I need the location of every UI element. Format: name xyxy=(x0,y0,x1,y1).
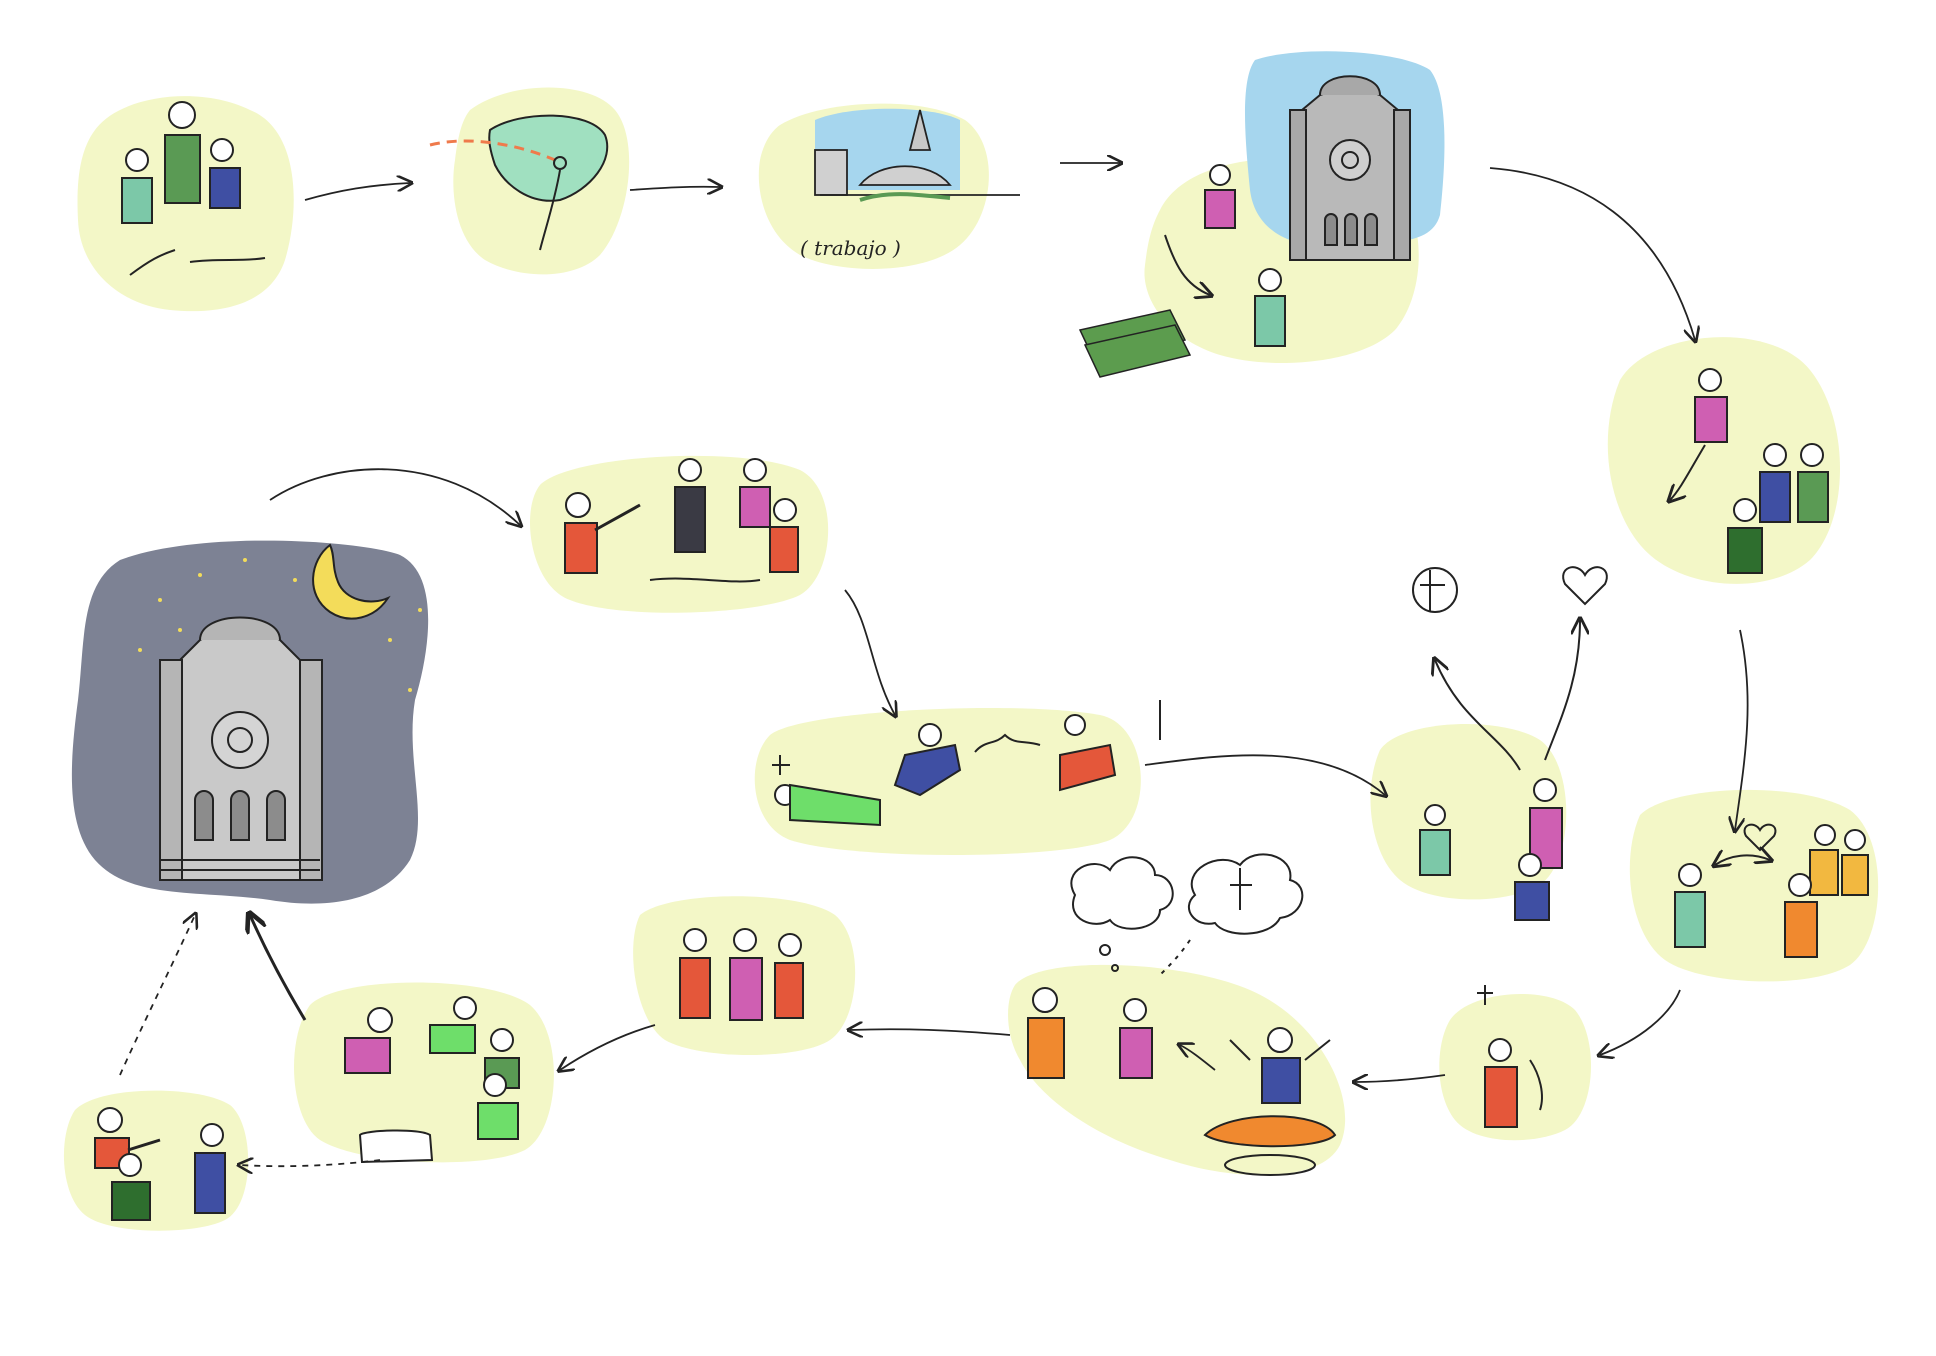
city-caption: ( trabajo ) xyxy=(800,236,901,260)
mourners-icon xyxy=(344,1037,391,1074)
arrow-5 xyxy=(1735,629,1749,830)
scene-family xyxy=(121,101,266,276)
arrow-4 xyxy=(1489,167,1695,340)
dream-cross-cloud-icon xyxy=(1188,853,1304,935)
three-figures-icon xyxy=(679,957,711,1019)
mother-figure xyxy=(121,177,153,224)
scene-cathedral-day xyxy=(1078,51,1445,378)
cash-bundle-icon xyxy=(1078,309,1192,378)
arrow-12 xyxy=(119,915,195,1076)
scene-courtship xyxy=(1674,823,1869,958)
broken-heart-icon xyxy=(1562,566,1608,606)
stars-icon xyxy=(138,558,422,692)
city-skyline-icon xyxy=(814,149,848,196)
scene-cathedral-night xyxy=(71,540,429,904)
scene-meeting xyxy=(1670,368,1829,574)
arrow-1 xyxy=(304,183,410,201)
scene-death xyxy=(772,700,1161,827)
thought-cloud-icon xyxy=(1070,856,1174,930)
priest-icon xyxy=(1484,1066,1518,1128)
child-figure xyxy=(209,167,241,209)
blob-courtship xyxy=(1629,789,1879,982)
arrow-16 xyxy=(1144,754,1385,795)
person-magenta xyxy=(1204,164,1236,229)
arrow-money xyxy=(1164,234,1210,295)
arrow-13 xyxy=(250,915,307,1021)
firing-squad-icon xyxy=(564,522,598,574)
night-cathedral-icon xyxy=(159,616,323,881)
moon-icon xyxy=(312,543,391,620)
flow-arrows xyxy=(119,163,1749,1166)
scene-ending xyxy=(94,1107,226,1221)
scene-migration-map xyxy=(429,114,609,251)
bodies-lying-icon xyxy=(789,783,881,827)
arrow-11 xyxy=(240,1160,381,1166)
scene-city-work: ( trabajo ) xyxy=(800,108,1020,260)
scene-execution xyxy=(564,458,799,583)
person-teal xyxy=(1254,268,1286,347)
arrow-meeting xyxy=(1670,444,1706,500)
arrow-14 xyxy=(269,468,520,525)
arrow-8 xyxy=(1180,1045,1216,1071)
arrow-10 xyxy=(560,1024,656,1070)
cross-thought-icon xyxy=(1412,567,1458,613)
cathedral-icon xyxy=(1289,75,1411,261)
scene-dreams xyxy=(1027,853,1337,1176)
coffin-icon xyxy=(358,1129,434,1164)
scene-trio xyxy=(679,928,804,1021)
stretcher-icon xyxy=(1203,1115,1337,1148)
scene-confession xyxy=(1477,985,1543,1128)
arrow-6 xyxy=(1600,989,1681,1055)
father-figure xyxy=(164,134,201,204)
arrow-2 xyxy=(629,187,720,190)
scene-grief xyxy=(344,996,520,1164)
arrow-7 xyxy=(1355,1075,1446,1082)
scene-dilemma xyxy=(1412,566,1608,921)
arrow-15 xyxy=(844,589,895,715)
arrow-9 xyxy=(850,1029,1011,1035)
